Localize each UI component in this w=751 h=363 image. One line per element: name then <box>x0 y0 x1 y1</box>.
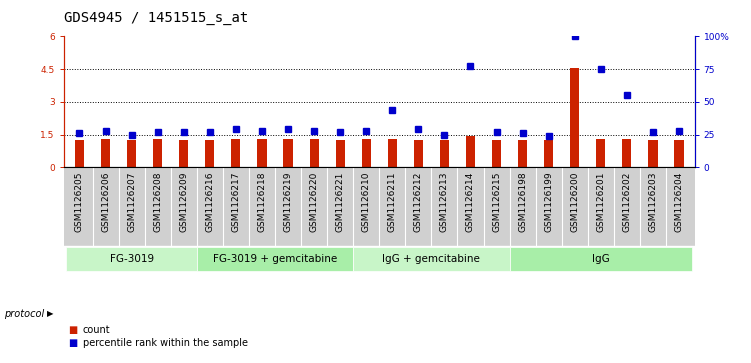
Text: GSM1126215: GSM1126215 <box>492 171 501 232</box>
Text: percentile rank within the sample: percentile rank within the sample <box>83 338 248 348</box>
Bar <box>153 139 162 167</box>
Text: GSM1126212: GSM1126212 <box>414 171 423 232</box>
Bar <box>362 139 371 167</box>
Bar <box>179 140 189 167</box>
Bar <box>596 139 605 167</box>
Bar <box>283 139 293 167</box>
Text: count: count <box>83 325 110 335</box>
Bar <box>623 139 632 167</box>
Text: GSM1126198: GSM1126198 <box>518 171 527 232</box>
Text: GSM1126216: GSM1126216 <box>205 171 214 232</box>
Bar <box>570 68 579 167</box>
Text: GSM1126211: GSM1126211 <box>388 171 397 232</box>
Text: GSM1126221: GSM1126221 <box>336 171 345 232</box>
Bar <box>440 140 449 167</box>
Bar <box>510 247 692 271</box>
Text: GSM1126203: GSM1126203 <box>648 171 657 232</box>
Bar <box>518 140 527 167</box>
Bar <box>309 139 318 167</box>
Text: GSM1126205: GSM1126205 <box>75 171 84 232</box>
Bar <box>197 247 353 271</box>
Text: GSM1126209: GSM1126209 <box>179 171 189 232</box>
Text: GSM1126210: GSM1126210 <box>362 171 371 232</box>
Text: GSM1126218: GSM1126218 <box>258 171 267 232</box>
Text: GSM1126213: GSM1126213 <box>440 171 449 232</box>
Text: GDS4945 / 1451515_s_at: GDS4945 / 1451515_s_at <box>64 11 248 25</box>
Bar <box>388 139 397 167</box>
Bar <box>231 139 240 167</box>
Text: GSM1126207: GSM1126207 <box>127 171 136 232</box>
Text: GSM1126206: GSM1126206 <box>101 171 110 232</box>
Text: GSM1126214: GSM1126214 <box>466 171 475 232</box>
Text: GSM1126199: GSM1126199 <box>544 171 553 232</box>
Text: protocol: protocol <box>4 309 44 319</box>
Bar <box>66 247 197 271</box>
Text: ▶: ▶ <box>47 310 53 318</box>
Text: FG-3019: FG-3019 <box>110 254 154 264</box>
Bar <box>492 140 501 167</box>
Text: GSM1126200: GSM1126200 <box>570 171 579 232</box>
Bar <box>205 140 214 167</box>
Text: ■: ■ <box>69 325 81 335</box>
Text: GSM1126208: GSM1126208 <box>153 171 162 232</box>
Text: ■: ■ <box>69 338 81 348</box>
Bar <box>544 140 553 167</box>
Bar <box>414 140 423 167</box>
Bar <box>353 247 510 271</box>
Text: IgG: IgG <box>592 254 610 264</box>
Text: GSM1126219: GSM1126219 <box>284 171 293 232</box>
Text: GSM1126201: GSM1126201 <box>596 171 605 232</box>
Bar <box>466 136 475 167</box>
Bar <box>127 140 136 167</box>
Text: GSM1126204: GSM1126204 <box>674 171 683 232</box>
Text: IgG + gemcitabine: IgG + gemcitabine <box>382 254 481 264</box>
Bar <box>674 140 683 167</box>
Bar <box>336 140 345 167</box>
Bar <box>648 140 658 167</box>
Bar <box>101 139 110 167</box>
Bar <box>258 139 267 167</box>
Text: GSM1126202: GSM1126202 <box>623 171 632 232</box>
Text: FG-3019 + gemcitabine: FG-3019 + gemcitabine <box>213 254 337 264</box>
Text: GSM1126217: GSM1126217 <box>231 171 240 232</box>
Bar <box>75 140 84 167</box>
Text: GSM1126220: GSM1126220 <box>309 171 318 232</box>
